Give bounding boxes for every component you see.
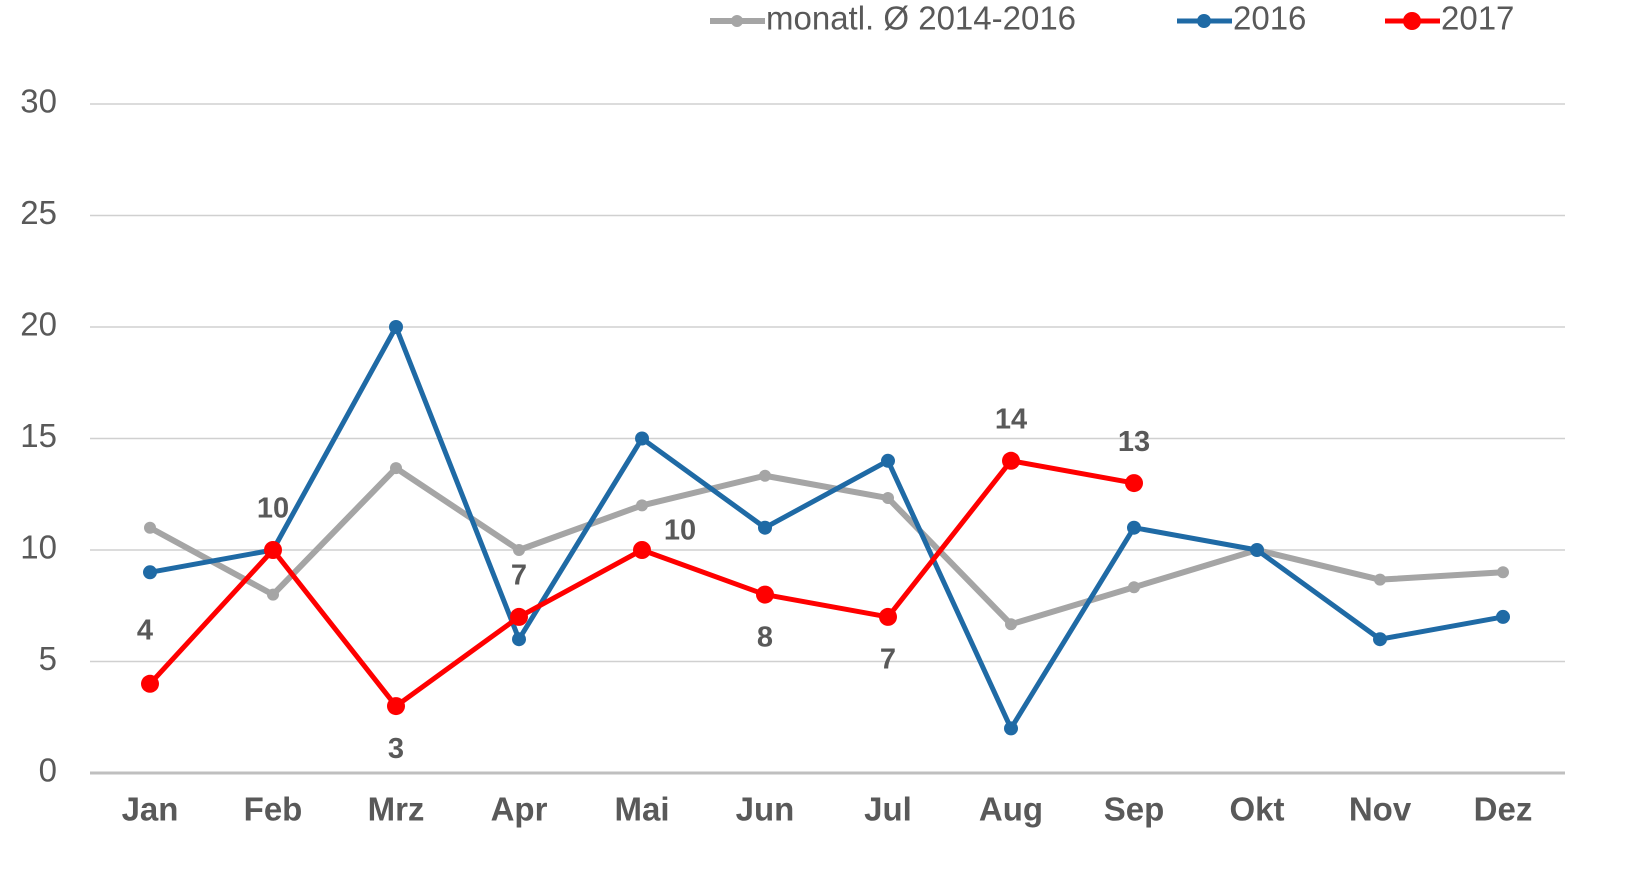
legend-marker bbox=[1197, 14, 1211, 28]
x-tick-label: Aug bbox=[979, 791, 1043, 828]
data-label: 14 bbox=[995, 403, 1027, 435]
y-tick-label: 10 bbox=[20, 529, 57, 566]
x-tick-label: Jan bbox=[122, 791, 179, 828]
marker bbox=[1250, 543, 1264, 557]
series-line bbox=[149, 324, 1504, 731]
marker bbox=[1128, 581, 1140, 594]
x-tick-label: Mai bbox=[614, 791, 669, 828]
marker bbox=[756, 585, 774, 604]
data-label: 10 bbox=[664, 515, 696, 547]
x-tick-label: Mrz bbox=[368, 791, 425, 828]
data-label: 7 bbox=[880, 644, 896, 676]
x-tick-label: Feb bbox=[244, 791, 303, 828]
x-tick-label: Jun bbox=[736, 791, 795, 828]
marker bbox=[636, 499, 648, 512]
marker bbox=[264, 541, 282, 559]
marker bbox=[635, 431, 649, 446]
y-tick-label: 20 bbox=[20, 306, 57, 343]
marker bbox=[144, 521, 156, 534]
y-tick-label: 0 bbox=[39, 752, 57, 789]
data-label: 8 bbox=[757, 621, 773, 653]
x-tick-label: Jul bbox=[864, 791, 912, 828]
legend-label: 2016 bbox=[1233, 0, 1306, 37]
marker bbox=[141, 674, 159, 693]
data-label: 10 bbox=[257, 493, 289, 525]
marker bbox=[879, 607, 897, 626]
marker bbox=[1002, 451, 1020, 470]
marker bbox=[389, 320, 403, 334]
marker bbox=[143, 565, 157, 580]
legend-marker bbox=[1403, 12, 1421, 30]
data-label: 13 bbox=[1118, 426, 1150, 458]
marker bbox=[1127, 520, 1141, 535]
marker bbox=[633, 541, 651, 559]
marker bbox=[1496, 609, 1510, 624]
x-tick-label: Okt bbox=[1229, 791, 1284, 828]
legend-label: monatl. Ø 2014-2016 bbox=[766, 0, 1076, 37]
marker bbox=[1497, 566, 1509, 579]
marker bbox=[1005, 618, 1017, 631]
marker bbox=[759, 469, 771, 482]
y-tick-label: 5 bbox=[39, 640, 57, 677]
marker bbox=[512, 632, 526, 647]
data-label: 4 bbox=[137, 614, 153, 646]
marker bbox=[1004, 721, 1018, 736]
marker bbox=[881, 453, 895, 468]
marker bbox=[1374, 573, 1386, 586]
x-tick-label: Nov bbox=[1349, 791, 1412, 828]
y-tick-label: 30 bbox=[20, 83, 57, 120]
marker bbox=[1125, 474, 1143, 493]
marker bbox=[267, 588, 279, 601]
series-line bbox=[148, 465, 1504, 628]
y-tick-label: 25 bbox=[20, 194, 57, 231]
marker bbox=[1373, 632, 1387, 647]
data-label: 3 bbox=[388, 733, 404, 765]
marker bbox=[510, 607, 528, 626]
marker bbox=[387, 697, 405, 716]
x-tick-label: Sep bbox=[1104, 791, 1165, 828]
marker bbox=[390, 462, 402, 475]
legend-marker bbox=[731, 15, 743, 27]
marker bbox=[758, 520, 772, 535]
legend-label: 2017 bbox=[1441, 0, 1514, 37]
marker bbox=[882, 492, 894, 505]
x-tick-label: Dez bbox=[1474, 791, 1533, 828]
x-tick-label: Apr bbox=[491, 791, 548, 828]
y-tick-label: 15 bbox=[20, 417, 57, 454]
data-label: 7 bbox=[511, 560, 527, 592]
marker bbox=[513, 544, 525, 556]
